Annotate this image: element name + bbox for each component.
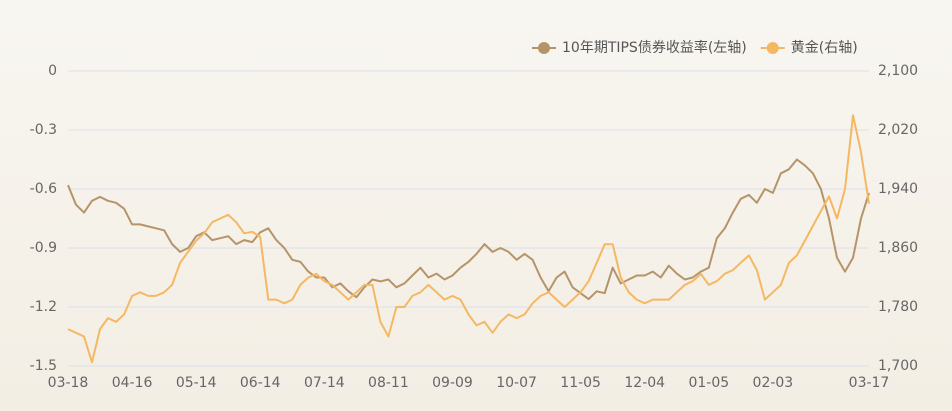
y-tick-label: -0.9 [30,240,57,256]
x-tick-label: 04-16 [112,375,153,391]
series-line [67,158,870,301]
x-tick-label: 02-03 [753,375,794,391]
y-tick-label: -1.2 [30,299,57,315]
y-tick-label: 0 [48,63,57,79]
y2-tick-label: 1,700 [878,358,918,374]
series-line [67,114,870,364]
x-tick-label: 09-09 [432,375,473,391]
y2-tick-label: 2,020 [878,122,918,138]
x-tick-label: 11-05 [560,375,601,391]
legend-marker [538,42,550,54]
y-tick-label: -0.6 [30,181,57,197]
legend: 10年期TIPS债券收益率(左轴) 黄金(右轴) [532,39,858,56]
legend-label: 10年期TIPS债券收益率(左轴) [562,39,747,56]
y2-tick-label: 2,100 [878,63,918,79]
legend-label: 黄金(右轴) [791,39,858,56]
x-tick-label: 12-04 [624,375,665,391]
y-tick-label: -1.5 [30,358,57,374]
x-tick-label: 01-05 [688,375,729,391]
x-tick-label: 06-14 [240,375,281,391]
y-tick-label: -0.3 [30,122,57,138]
y2-tick-label: 1,860 [878,240,918,256]
x-tick-label: 03-17 [849,375,890,391]
x-tick-label: 03-18 [48,375,89,391]
y2-tick-label: 1,780 [878,299,918,315]
y2-tick-label: 1,940 [878,181,918,197]
legend-marker [766,42,779,54]
x-tick-label: 05-14 [176,375,217,391]
x-tick-label: 10-07 [496,375,537,391]
x-tick-label: 08-11 [368,375,409,391]
x-tick-label: 07-14 [304,375,345,391]
